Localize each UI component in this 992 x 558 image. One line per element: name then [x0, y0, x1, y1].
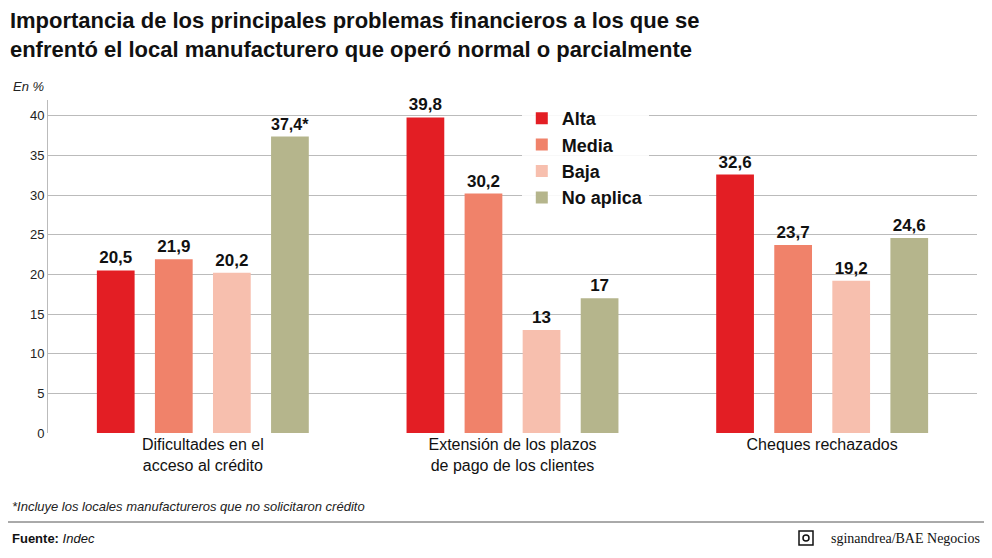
svg-text:21,9: 21,9 [157, 237, 190, 256]
svg-text:40: 40 [30, 108, 44, 123]
svg-text:15: 15 [30, 307, 44, 322]
svg-text:23,7: 23,7 [777, 223, 810, 242]
svg-text:30,2: 30,2 [467, 172, 500, 191]
svg-text:24,6: 24,6 [893, 216, 926, 235]
svg-text:35: 35 [30, 148, 44, 163]
svg-text:19,2: 19,2 [835, 259, 868, 278]
svg-text:Fuente: Indec: Fuente: Indec [12, 531, 95, 546]
svg-text:5: 5 [37, 386, 44, 401]
svg-text:Importancia de los principales: Importancia de los principales problemas… [10, 8, 700, 62]
svg-text:32,6: 32,6 [719, 153, 752, 172]
svg-text:30: 30 [30, 188, 44, 203]
svg-text:Baja: Baja [562, 162, 601, 182]
svg-text:25: 25 [30, 227, 44, 242]
svg-text:20,2: 20,2 [215, 251, 248, 270]
svg-text:*Incluye los locales manufactu: *Incluye los locales manufactureros que … [12, 499, 365, 514]
svg-text:17: 17 [590, 276, 609, 295]
svg-text:No aplica: No aplica [562, 188, 643, 208]
svg-text:Extensión de los plazosde pago: Extensión de los plazosde pago de los cl… [428, 436, 596, 474]
svg-text:En %: En % [13, 79, 44, 94]
svg-text:0: 0 [37, 426, 44, 441]
svg-text:20: 20 [30, 267, 44, 282]
svg-text:Alta: Alta [562, 109, 597, 129]
svg-text:Media: Media [562, 136, 614, 156]
svg-text:sginandrea/BAE Negocios: sginandrea/BAE Negocios [831, 531, 980, 546]
svg-text:Dificultades en elacceso al cr: Dificultades en elacceso al crédito [142, 436, 264, 474]
svg-text:Cheques rechazados: Cheques rechazados [747, 436, 898, 453]
svg-text:37,4*: 37,4* [271, 116, 309, 133]
svg-text:39,8: 39,8 [409, 95, 442, 114]
svg-text:20,5: 20,5 [99, 248, 132, 267]
svg-text:10: 10 [30, 346, 44, 361]
svg-text:13: 13 [532, 308, 551, 327]
